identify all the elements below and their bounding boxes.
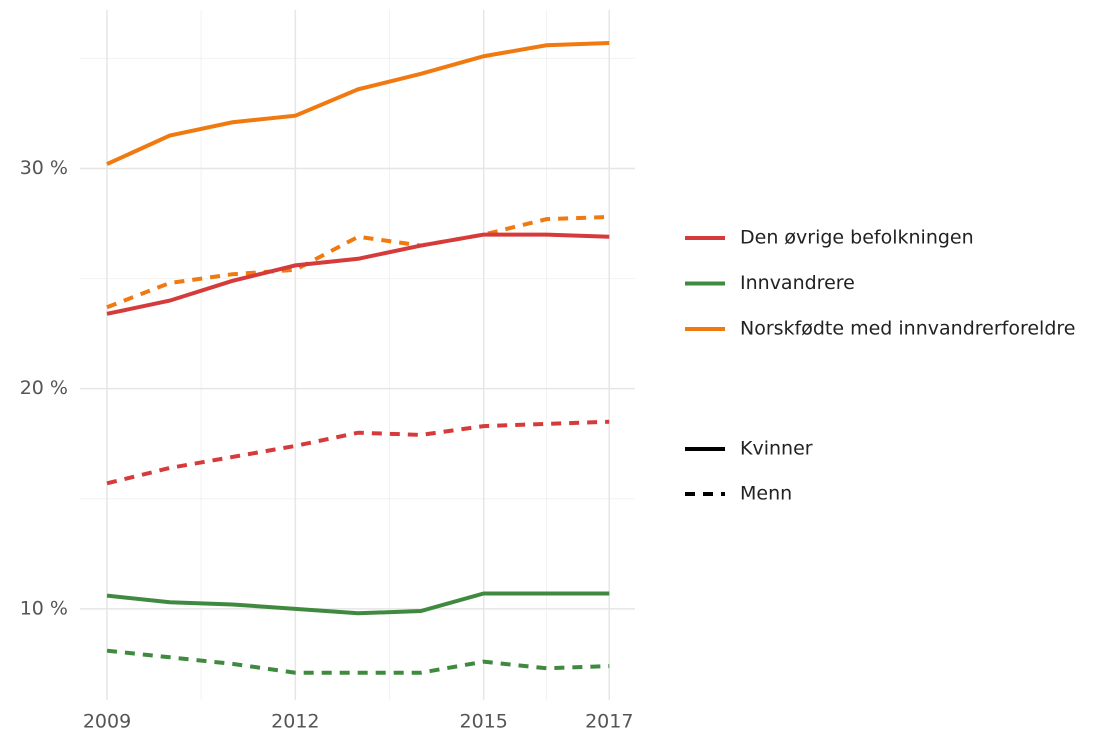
series-line bbox=[106, 591, 610, 616]
legend-label: Innvandrere bbox=[740, 272, 855, 294]
legend-label: Kvinner bbox=[740, 438, 813, 460]
series-line bbox=[106, 41, 610, 166]
legend-label: Menn bbox=[740, 483, 792, 505]
series-line bbox=[106, 419, 610, 486]
x-tick-label: 2015 bbox=[460, 711, 508, 733]
x-tick-label: 2009 bbox=[83, 711, 131, 733]
y-tick-label: 10 % bbox=[20, 597, 68, 619]
x-tick-label: 2012 bbox=[271, 711, 319, 733]
series-line bbox=[106, 648, 610, 675]
legend-label: Norskfødte med innvandrerforeldre bbox=[740, 318, 1075, 340]
y-tick-label: 30 % bbox=[20, 157, 68, 179]
legend-label: Den øvrige befolkningen bbox=[740, 227, 974, 249]
series-line bbox=[106, 214, 610, 310]
series-line bbox=[106, 232, 610, 316]
y-tick-label: 20 % bbox=[20, 377, 68, 399]
x-tick-label: 2017 bbox=[585, 711, 633, 733]
